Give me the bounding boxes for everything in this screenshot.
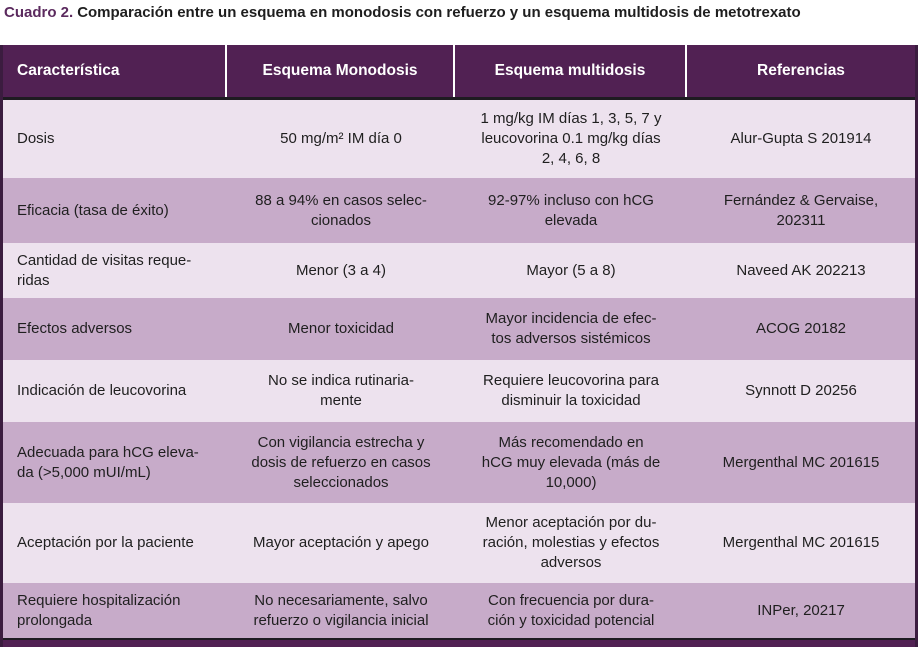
header-cell-monodosis: Esquema Monodosis <box>227 45 455 97</box>
table-row: Cantidad de visitas reque- ridas Menor (… <box>3 243 915 298</box>
cell-monodosis: Con vigilancia estrecha y dosis de refue… <box>251 433 431 491</box>
cell-referencias: INPer, 20217 <box>757 601 845 619</box>
cell-multidosis: Menor aceptación por du- ración, molesti… <box>482 514 660 571</box>
table-bottom-bar <box>3 638 915 647</box>
cell-caracteristica: Dosis <box>17 130 55 147</box>
table-row: Dosis 50 mg/m² IM día 0 1 mg/kg IM días … <box>3 100 915 178</box>
cell-monodosis: 50 mg/m² IM día 0 <box>280 130 402 147</box>
table-title-text: Comparación entre un esquema en monodosi… <box>77 4 801 21</box>
table-row: Efectos adversos Menor toxicidad Mayor i… <box>3 298 915 360</box>
header-cell-caracteristica: Característica <box>3 45 227 97</box>
table-row: Eficacia (tasa de éxito) 88 a 94% en cas… <box>3 178 915 243</box>
table-row: Adecuada para hCG eleva- da (>5,000 mUI/… <box>3 422 915 503</box>
cell-referencias: Mergenthal MC 201615 <box>722 453 880 471</box>
cell-referencias: Alur-Gupta S 201914 <box>730 130 872 147</box>
header-cell-referencias: Referencias <box>757 62 845 79</box>
cell-caracteristica: Indicación de leucovorina <box>17 382 187 399</box>
table-row: Indicación de leucovorina No se indica r… <box>3 360 915 422</box>
cell-monodosis: Menor (3 a 4) <box>295 261 387 279</box>
header-cell-multidosis: Esquema multidosis <box>455 45 687 97</box>
cell-referencias: Mergenthal MC 201615 <box>722 534 880 551</box>
cell-multidosis: Requiere leucovorina para disminuir la t… <box>483 372 659 409</box>
cell-referencias: ACOG 20182 <box>755 320 847 337</box>
cell-caracteristica: Efectos adversos <box>17 320 133 337</box>
table-row: Aceptación por la paciente Mayor aceptac… <box>3 503 915 583</box>
table-row: Requiere hospitalización prolongada No n… <box>3 583 915 638</box>
comparison-table: Característica Esquema Monodosis Esquema… <box>0 45 918 647</box>
cell-caracteristica: Adecuada para hCG eleva- da (>5,000 mUI/… <box>17 443 199 481</box>
cell-caracteristica: Aceptación por la paciente <box>17 534 194 551</box>
cell-monodosis: Menor toxicidad <box>288 320 394 337</box>
cell-multidosis: Con frecuencia por dura- ción y toxicida… <box>487 591 655 629</box>
cell-caracteristica: Requiere hospitalización prolongada <box>17 591 181 629</box>
page-title: Cuadro 2. Comparación entre un esquema en… <box>4 4 914 22</box>
cell-monodosis: No necesariamente, salvo refuerzo o vigi… <box>253 591 429 629</box>
cell-multidosis: 1 mg/kg IM días 1, 3, 5, 7 y leucovorina… <box>480 110 662 167</box>
cell-multidosis: Mayor incidencia de efec- tos adversos s… <box>485 310 657 347</box>
cell-multidosis: Más recomendado en hCG muy elevada (más … <box>481 433 661 491</box>
cell-referencias: Synnott D 20256 <box>745 382 857 399</box>
cell-caracteristica: Cantidad de visitas reque- ridas <box>17 251 192 289</box>
cell-monodosis: 88 a 94% en casos selec- cionados <box>255 191 427 229</box>
cell-referencias: Fernández & Gervaise, 202311 <box>723 191 879 229</box>
table-header-row: Característica Esquema Monodosis Esquema… <box>3 45 915 100</box>
cell-monodosis: Mayor aceptación y apego <box>253 534 429 551</box>
cell-referencias: Naveed AK 202213 <box>736 261 866 279</box>
table-number-label: Cuadro 2. <box>4 4 74 21</box>
cell-monodosis: No se indica rutinaria- mente <box>268 372 414 409</box>
cell-caracteristica: Eficacia (tasa de éxito) <box>17 201 169 219</box>
cell-multidosis: Mayor (5 a 8) <box>526 261 616 279</box>
cell-multidosis: 92-97% incluso con hCG elevada <box>488 191 654 229</box>
